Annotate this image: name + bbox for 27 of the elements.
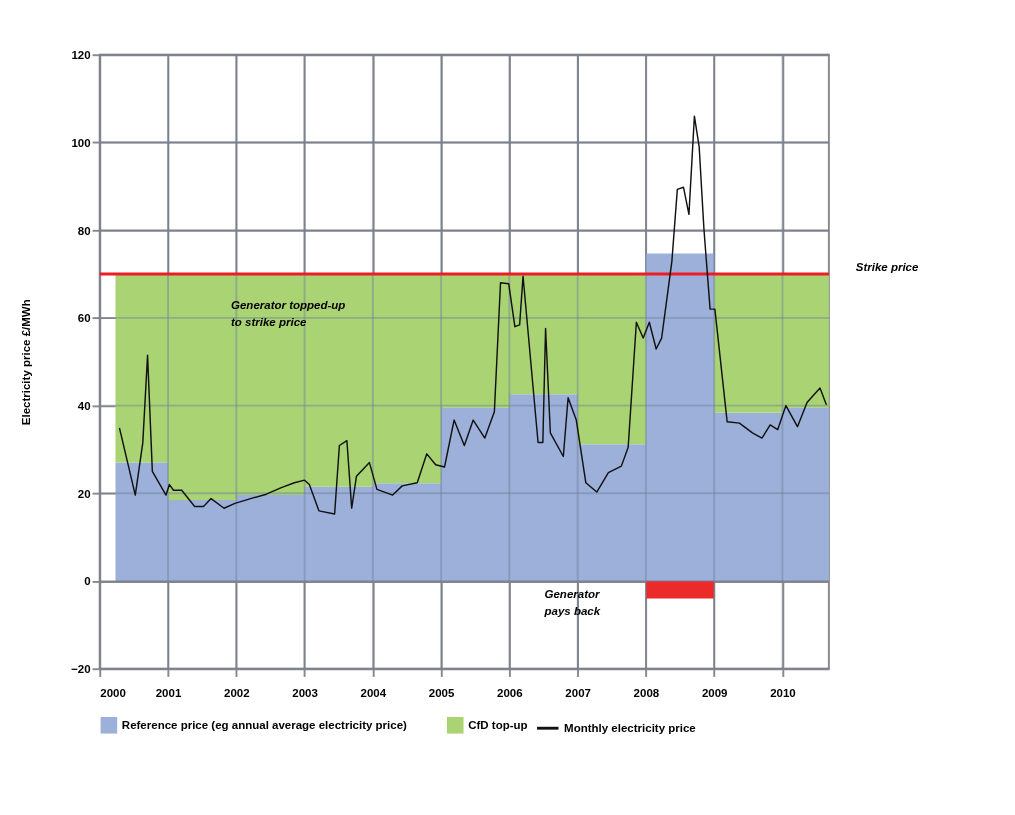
x-tick-label: 2008 [633, 687, 660, 700]
legend-label: Monthly electricity price [564, 722, 696, 735]
y-tick-label: −20 [71, 663, 91, 676]
line-series [118, 115, 827, 515]
x-tick-label: 2000 [100, 687, 126, 700]
y-tick-label: 60 [77, 312, 91, 325]
x-tick-label: 2007 [565, 687, 591, 700]
legend-label: CfD top-up [468, 719, 528, 732]
x-tick-label: 2009 [701, 687, 728, 700]
y-tick-label: 40 [77, 399, 91, 412]
x-tick-label: 2003 [292, 687, 318, 700]
x-tick-label: 2006 [497, 687, 523, 700]
x-tick-label: 2010 [770, 687, 796, 700]
x-tick-label: 2004 [360, 687, 387, 700]
x-tick-label: 2001 [155, 687, 182, 700]
ref-line-label: Strike price [855, 261, 919, 274]
y-tick-label: 100 [71, 136, 91, 149]
y-tick-label: 120 [71, 49, 91, 62]
annotation: Generator pays back [543, 587, 601, 617]
y-tick-label: 80 [77, 224, 91, 237]
annotation: Generator topped-up to strike price [231, 298, 346, 329]
y-axis-title: Electricity price £/MWh [19, 299, 32, 426]
y-tick-label: 0 [84, 575, 91, 588]
x-tick-label: 2002 [223, 687, 250, 700]
x-tick-label: 2005 [428, 687, 455, 700]
y-tick-label: 20 [77, 487, 91, 500]
legend-label: Reference price (eg annual average electricity price) [121, 719, 408, 732]
